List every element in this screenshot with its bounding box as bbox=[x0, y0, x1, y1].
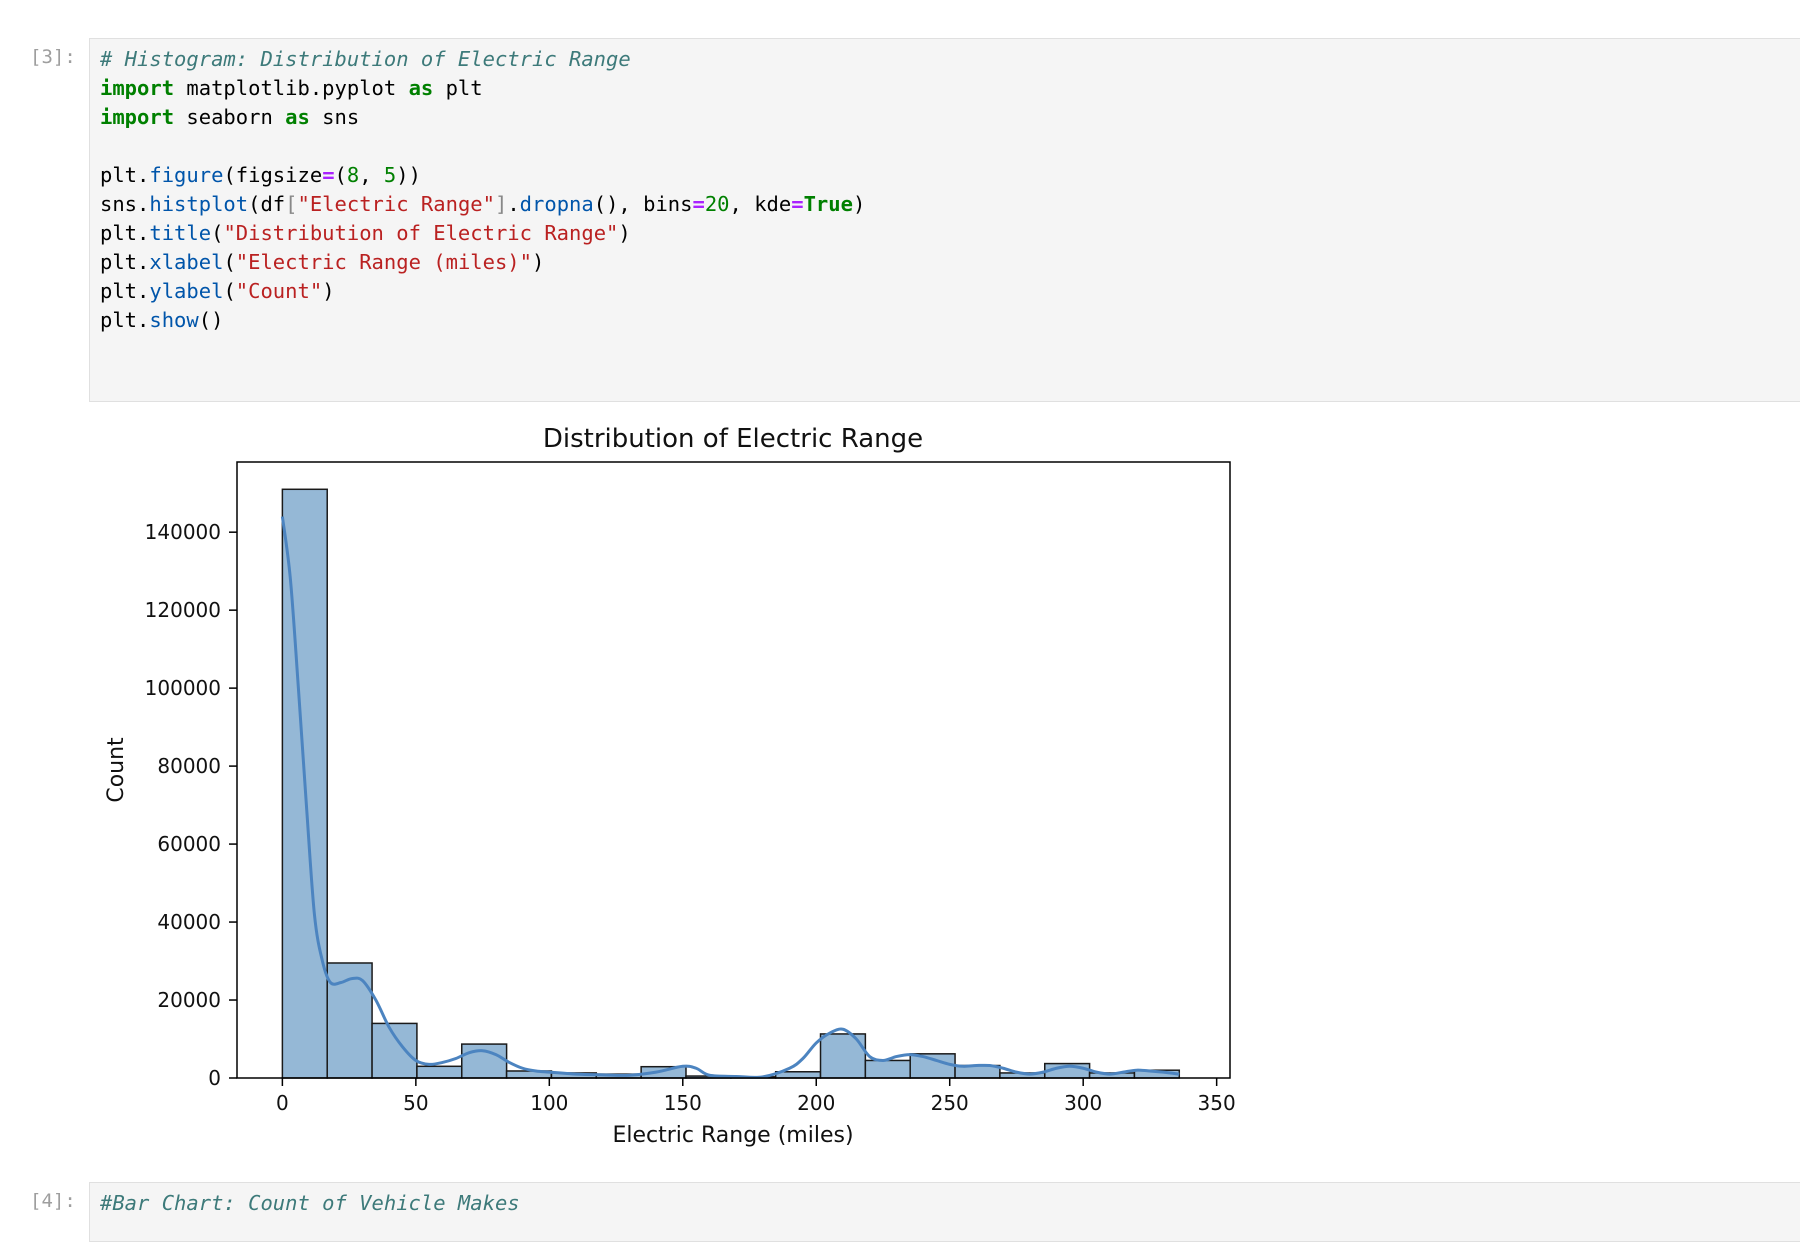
y-tick-label: 80000 bbox=[157, 754, 221, 778]
histogram-bar bbox=[371, 1022, 418, 1079]
code-line-5: plt.figure(figsize=(8, 5)) bbox=[100, 163, 421, 187]
histogram-bar bbox=[864, 1059, 911, 1079]
x-axis-label: Electric Range (miles) bbox=[612, 1123, 853, 1148]
x-tick-label: 150 bbox=[664, 1091, 702, 1115]
kde-line bbox=[280, 516, 1180, 1079]
y-axis-label: Count bbox=[104, 737, 129, 803]
code-cell-4[interactable]: #Bar Chart: Count of Vehicle Makes bbox=[89, 1182, 1800, 1242]
x-tick-label: 100 bbox=[530, 1091, 568, 1115]
code-comment: #Bar Chart: Count of Vehicle Makes bbox=[100, 1191, 520, 1215]
x-tick-label: 50 bbox=[403, 1091, 428, 1115]
plot-frame bbox=[236, 461, 1231, 1079]
x-tick-label: 200 bbox=[797, 1091, 835, 1115]
histogram-bar bbox=[416, 1065, 463, 1079]
y-tick-label: 0 bbox=[208, 1066, 221, 1090]
code-line-8: plt.xlabel("Electric Range (miles)") bbox=[100, 250, 545, 274]
code-cell-3[interactable]: # Histogram: Distribution of Electric Ra… bbox=[89, 38, 1800, 402]
code-line-2: import matplotlib.pyplot as plt bbox=[100, 76, 483, 100]
code-line-9: plt.ylabel("Count") bbox=[100, 279, 335, 303]
x-tick-label: 300 bbox=[1064, 1091, 1102, 1115]
x-tick-label: 250 bbox=[931, 1091, 969, 1115]
y-tick-label: 60000 bbox=[157, 832, 221, 856]
histogram-chart: 0 50 100 150 200 250 300 350 0 20000 40000 60000 80… bbox=[104, 424, 1236, 1148]
y-tick-label: 140000 bbox=[145, 520, 221, 544]
x-tick-label: 350 bbox=[1198, 1091, 1236, 1115]
y-tick-label: 120000 bbox=[145, 598, 221, 622]
code-comment: # Histogram: Distribution of Electric Ra… bbox=[100, 47, 631, 71]
code-line-10: plt.show() bbox=[100, 308, 224, 332]
y-tick-label: 40000 bbox=[157, 910, 221, 934]
code-line-6: sns.histplot(df["Electric Range"].dropna… bbox=[100, 192, 866, 216]
chart-title: Distribution of Electric Range bbox=[543, 424, 923, 454]
y-tick-label: 20000 bbox=[157, 988, 221, 1012]
cell-prompt: [4]: bbox=[30, 1190, 76, 1212]
x-tick-label: 0 bbox=[276, 1091, 289, 1115]
code-line-7: plt.title("Distribution of Electric Rang… bbox=[100, 221, 631, 245]
cell-prompt: [3]: bbox=[30, 46, 76, 68]
histogram-bar bbox=[909, 1053, 956, 1079]
code-line-3: import seaborn as sns bbox=[100, 105, 360, 129]
histogram-bar bbox=[461, 1043, 508, 1079]
y-tick-label: 100000 bbox=[145, 676, 221, 700]
